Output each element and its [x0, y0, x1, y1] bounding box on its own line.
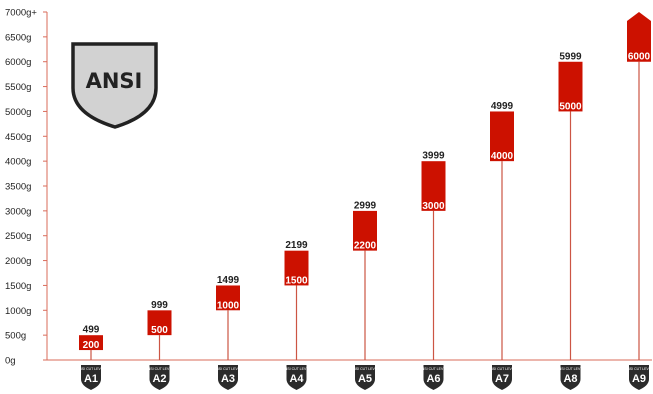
y-tick-label: 3000g	[5, 206, 31, 217]
bar-low-label: 200	[83, 340, 100, 351]
shield-badge-icon	[286, 365, 307, 390]
bar-high-label: 999	[151, 300, 168, 311]
bar-range	[627, 12, 651, 62]
bar-high-label: 4999	[491, 101, 514, 112]
y-tick-label: 1500g	[5, 281, 31, 292]
y-tick-label: 0g	[5, 356, 16, 367]
bar-low-label: 3000	[422, 201, 445, 212]
y-tick-label: 6500g	[5, 32, 31, 43]
bar-range	[79, 335, 103, 351]
bar-low-label: 1500	[285, 275, 308, 286]
x-tick-label: A3	[221, 373, 235, 385]
y-tick-label: 4500g	[5, 132, 31, 143]
y-tick-label: 5000g	[5, 107, 31, 118]
ansi-shield-logo: ANSI	[71, 42, 158, 129]
bar-high-label: 2199	[285, 240, 308, 251]
badge-a2: ANSI CUT LEVEL A2	[145, 365, 174, 390]
axes: 0g 500g 1000g 1500g 2000g 2500g 3000g 3500g 4000…	[5, 8, 652, 367]
bar-range	[147, 310, 172, 336]
bar-group-a6: 3999 3000	[421, 151, 446, 360]
x-tick-label: A4	[289, 373, 304, 385]
badge-caption: ANSI CUT LEVEL	[282, 367, 310, 371]
shield-badge-icon	[560, 365, 581, 390]
shield-icon	[71, 42, 158, 129]
badge-a1: ANSI CUT LEVEL A1	[77, 365, 105, 390]
bar-group-a8: 5999 5000	[558, 51, 583, 360]
shield-badge-icon	[355, 365, 375, 390]
bar-group-a3: 1499 1000	[216, 275, 240, 360]
badge-a5: ANSI CUT LEVEL A5	[351, 365, 379, 390]
bar-low-label: 4000	[491, 151, 514, 162]
y-tick-label: 4000g	[5, 157, 31, 168]
bar-low-label: 500	[151, 325, 168, 336]
shield-badge-icon	[81, 365, 101, 390]
badge-caption: ANSI CUT LEVEL	[351, 367, 379, 371]
bar-low-label: 2200	[354, 241, 377, 252]
bar-low-label: 1000	[217, 300, 240, 311]
badge-a8: ANSI CUT LEVEL A8	[556, 365, 585, 390]
badge-caption: ANSI CUT LEVEL	[419, 367, 447, 371]
x-tick-label: A1	[84, 373, 98, 385]
bar-high-label: 3999	[422, 151, 445, 162]
shield-badge-icon	[423, 365, 444, 390]
bars: 4992009995001499100021991500299922003999…	[79, 12, 651, 360]
ansi-logo-text: ANSI	[86, 69, 143, 93]
badge-a9: ANSI CUT LEVEL A9	[625, 365, 653, 390]
x-tick-label: A9	[632, 373, 646, 385]
bar-group-a4: 2199 1500	[284, 240, 309, 360]
bar-range	[490, 111, 514, 162]
y-tick-label: 6000g	[5, 57, 31, 68]
badge-caption: ANSI CUT LEVEL	[556, 367, 584, 371]
y-tick-label: 3500g	[5, 182, 31, 193]
bar-group-a7: 4999 4000	[490, 101, 514, 360]
bar-range	[284, 250, 309, 286]
bar-high-label: 5999	[559, 51, 582, 62]
badge-caption: ANSI CUT LEVEL	[145, 367, 173, 371]
y-tick-label: 1000g	[5, 306, 31, 317]
bar-high-label: 499	[83, 325, 100, 336]
badge-caption: ANSI CUT LEVEL	[214, 367, 242, 371]
y-tick-label: 2000g	[5, 256, 31, 267]
bar-low-label: 5000	[559, 101, 582, 112]
bar-high-label: 2999	[354, 200, 377, 211]
shield-badge-icon	[629, 365, 649, 390]
x-tick-label: A2	[152, 373, 166, 385]
x-tick-label: A5	[358, 373, 372, 385]
badge-a3: ANSI CUT LEVEL A3	[214, 365, 242, 390]
x-tick-label: A8	[563, 373, 577, 385]
x-tick-label: A6	[426, 373, 440, 385]
bar-range	[353, 210, 377, 251]
bar-group-a9: 6000	[627, 12, 651, 360]
shield-badge-icon	[492, 365, 512, 390]
badge-a6: ANSI CUT LEVEL A6	[419, 365, 448, 390]
y-tick-label: 2500g	[5, 231, 31, 242]
bar-range	[558, 61, 583, 112]
y-tick-label: 5500g	[5, 82, 31, 93]
x-tick-label: A7	[495, 373, 509, 385]
badge-caption: ANSI CUT LEVEL	[488, 367, 516, 371]
shield-badge-icon	[218, 365, 238, 390]
bar-group-a5: 2999 2200	[353, 200, 377, 360]
y-tick-label: 500g	[5, 331, 26, 342]
bar-high-label: 1499	[217, 275, 240, 286]
shield-badge-icon	[149, 365, 170, 390]
bar-range	[421, 161, 446, 211]
y-tick-label: 7000g+	[5, 8, 37, 19]
bar-range	[216, 285, 240, 311]
badge-caption: ANSI CUT LEVEL	[625, 367, 653, 371]
badge-caption: ANSI CUT LEVEL	[77, 367, 105, 371]
badge-a4: ANSI CUT LEVEL A4	[282, 365, 311, 390]
bar-group-a2: 999 500	[147, 300, 172, 360]
badge-a7: ANSI CUT LEVEL A7	[488, 365, 516, 390]
bar-low-label: 6000	[628, 52, 651, 63]
